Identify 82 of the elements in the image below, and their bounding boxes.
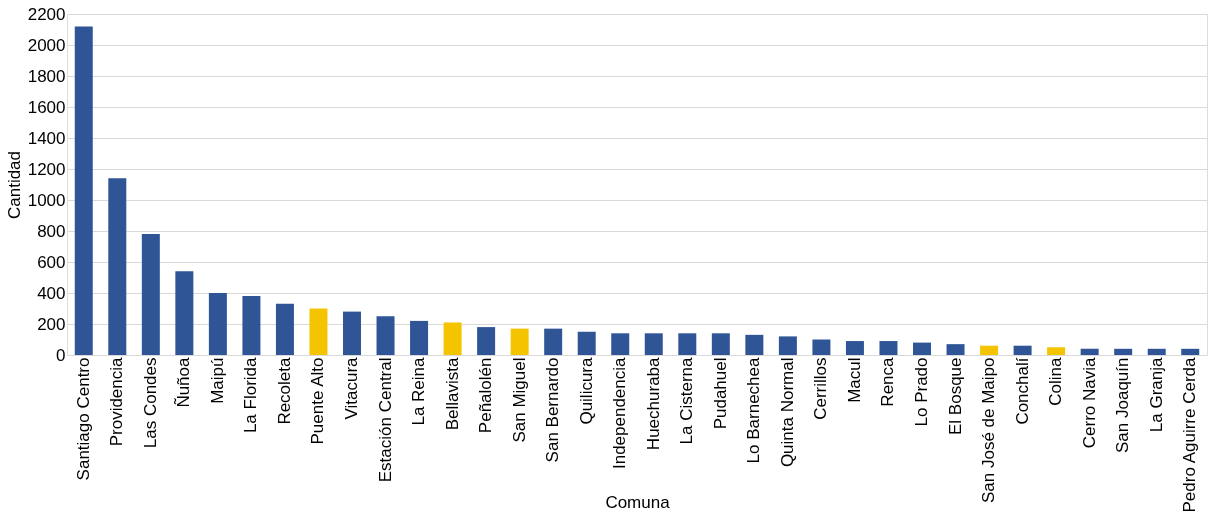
x-tick-label: Pudahuel — [710, 357, 730, 430]
bar — [510, 328, 529, 355]
bar — [812, 339, 831, 355]
x-tick-label: Las Condes — [140, 357, 160, 449]
bar — [1080, 348, 1099, 355]
bar — [845, 341, 864, 355]
x-tick-label: Quinta Normal — [777, 357, 797, 468]
bar — [711, 333, 730, 355]
x-tick-label: San Miguel — [509, 357, 529, 443]
bar — [443, 322, 462, 355]
bar — [1013, 345, 1032, 355]
x-tick-label: Bellavista — [442, 356, 462, 431]
y-tick-label: 1800 — [27, 66, 66, 86]
y-tick-label: 400 — [37, 283, 66, 303]
x-tick-label: Puente Alto — [308, 357, 328, 445]
x-tick-label: Peñalolén — [476, 357, 496, 434]
x-tick-label: Huechuraba — [643, 356, 663, 451]
bar — [1114, 348, 1133, 355]
x-tick-label: San Bernardo — [543, 357, 563, 463]
bar — [980, 345, 999, 355]
x-tick-label: La Cisterna — [677, 356, 697, 445]
x-tick-label: San Joaquín — [1113, 357, 1133, 453]
bar — [175, 271, 194, 355]
x-tick-label: Independencia — [610, 356, 630, 470]
y-tick-label: 1400 — [27, 128, 66, 148]
y-tick-label: 2000 — [27, 35, 66, 55]
bar — [946, 344, 965, 355]
x-tick-label: Quilicura — [576, 356, 596, 425]
bar — [1181, 348, 1200, 355]
y-tick-label: 1000 — [27, 190, 66, 210]
x-tick-label: Providencia — [107, 356, 127, 447]
bar — [678, 333, 697, 355]
bar — [410, 320, 429, 355]
x-tick-label: Cerro Navia — [1079, 356, 1099, 449]
y-tick-label: 1600 — [27, 97, 66, 117]
x-tick-label: La Granja — [1146, 356, 1166, 433]
x-tick-label: Cerrillos — [811, 357, 831, 420]
bar — [544, 328, 563, 355]
bar — [242, 296, 261, 355]
bar — [644, 333, 663, 355]
x-tick-label: El Bosque — [945, 357, 965, 435]
bar — [108, 178, 127, 355]
x-tick-label: Recoleta — [274, 356, 294, 425]
bar — [208, 293, 227, 355]
bar — [343, 311, 361, 355]
x-tick-label: Santiago Centro — [73, 357, 93, 481]
x-tick-label: Vitacura — [342, 356, 361, 420]
x-tick-label: Ñuñoa — [174, 356, 194, 408]
bar — [477, 327, 496, 355]
x-tick-label: La Reina — [409, 356, 429, 426]
y-axis-title: Cantidad — [4, 150, 24, 220]
y-tick-label: 1200 — [27, 159, 66, 179]
y-tick-label: 200 — [37, 314, 66, 334]
bar — [577, 331, 596, 355]
x-tick-label: Estación Central — [375, 357, 395, 483]
x-tick-label: Conchalí — [1012, 357, 1032, 425]
x-tick-label: Lo Prado — [912, 357, 931, 427]
x-tick-label: Macul — [844, 357, 864, 403]
x-tick-label: Maipú — [207, 357, 227, 404]
bar — [1147, 348, 1166, 355]
y-tick-label: 800 — [37, 221, 66, 241]
bar — [778, 336, 797, 355]
y-tick-label: 2200 — [27, 4, 66, 24]
bar — [879, 341, 898, 355]
bar — [745, 334, 764, 355]
x-axis-title: Comuna — [605, 493, 671, 513]
y-tick-label: 600 — [37, 252, 66, 272]
bar — [376, 316, 395, 355]
y-tick-label: 0 — [56, 345, 66, 365]
x-tick-label: Renca — [878, 356, 898, 407]
x-tick-label: Lo Barnechea — [744, 356, 764, 464]
bar — [611, 333, 630, 355]
bar — [141, 234, 160, 355]
x-tick-label: Pedro Aguirre Cerda — [1180, 356, 1200, 513]
bar — [275, 303, 294, 355]
bar — [913, 342, 931, 355]
bar — [74, 26, 93, 355]
x-tick-label: La Florida — [241, 356, 261, 434]
bar — [1047, 347, 1066, 355]
bar — [309, 308, 328, 355]
x-tick-label: San José de Maipo — [979, 357, 999, 504]
x-tick-label: Colina — [1046, 356, 1066, 406]
